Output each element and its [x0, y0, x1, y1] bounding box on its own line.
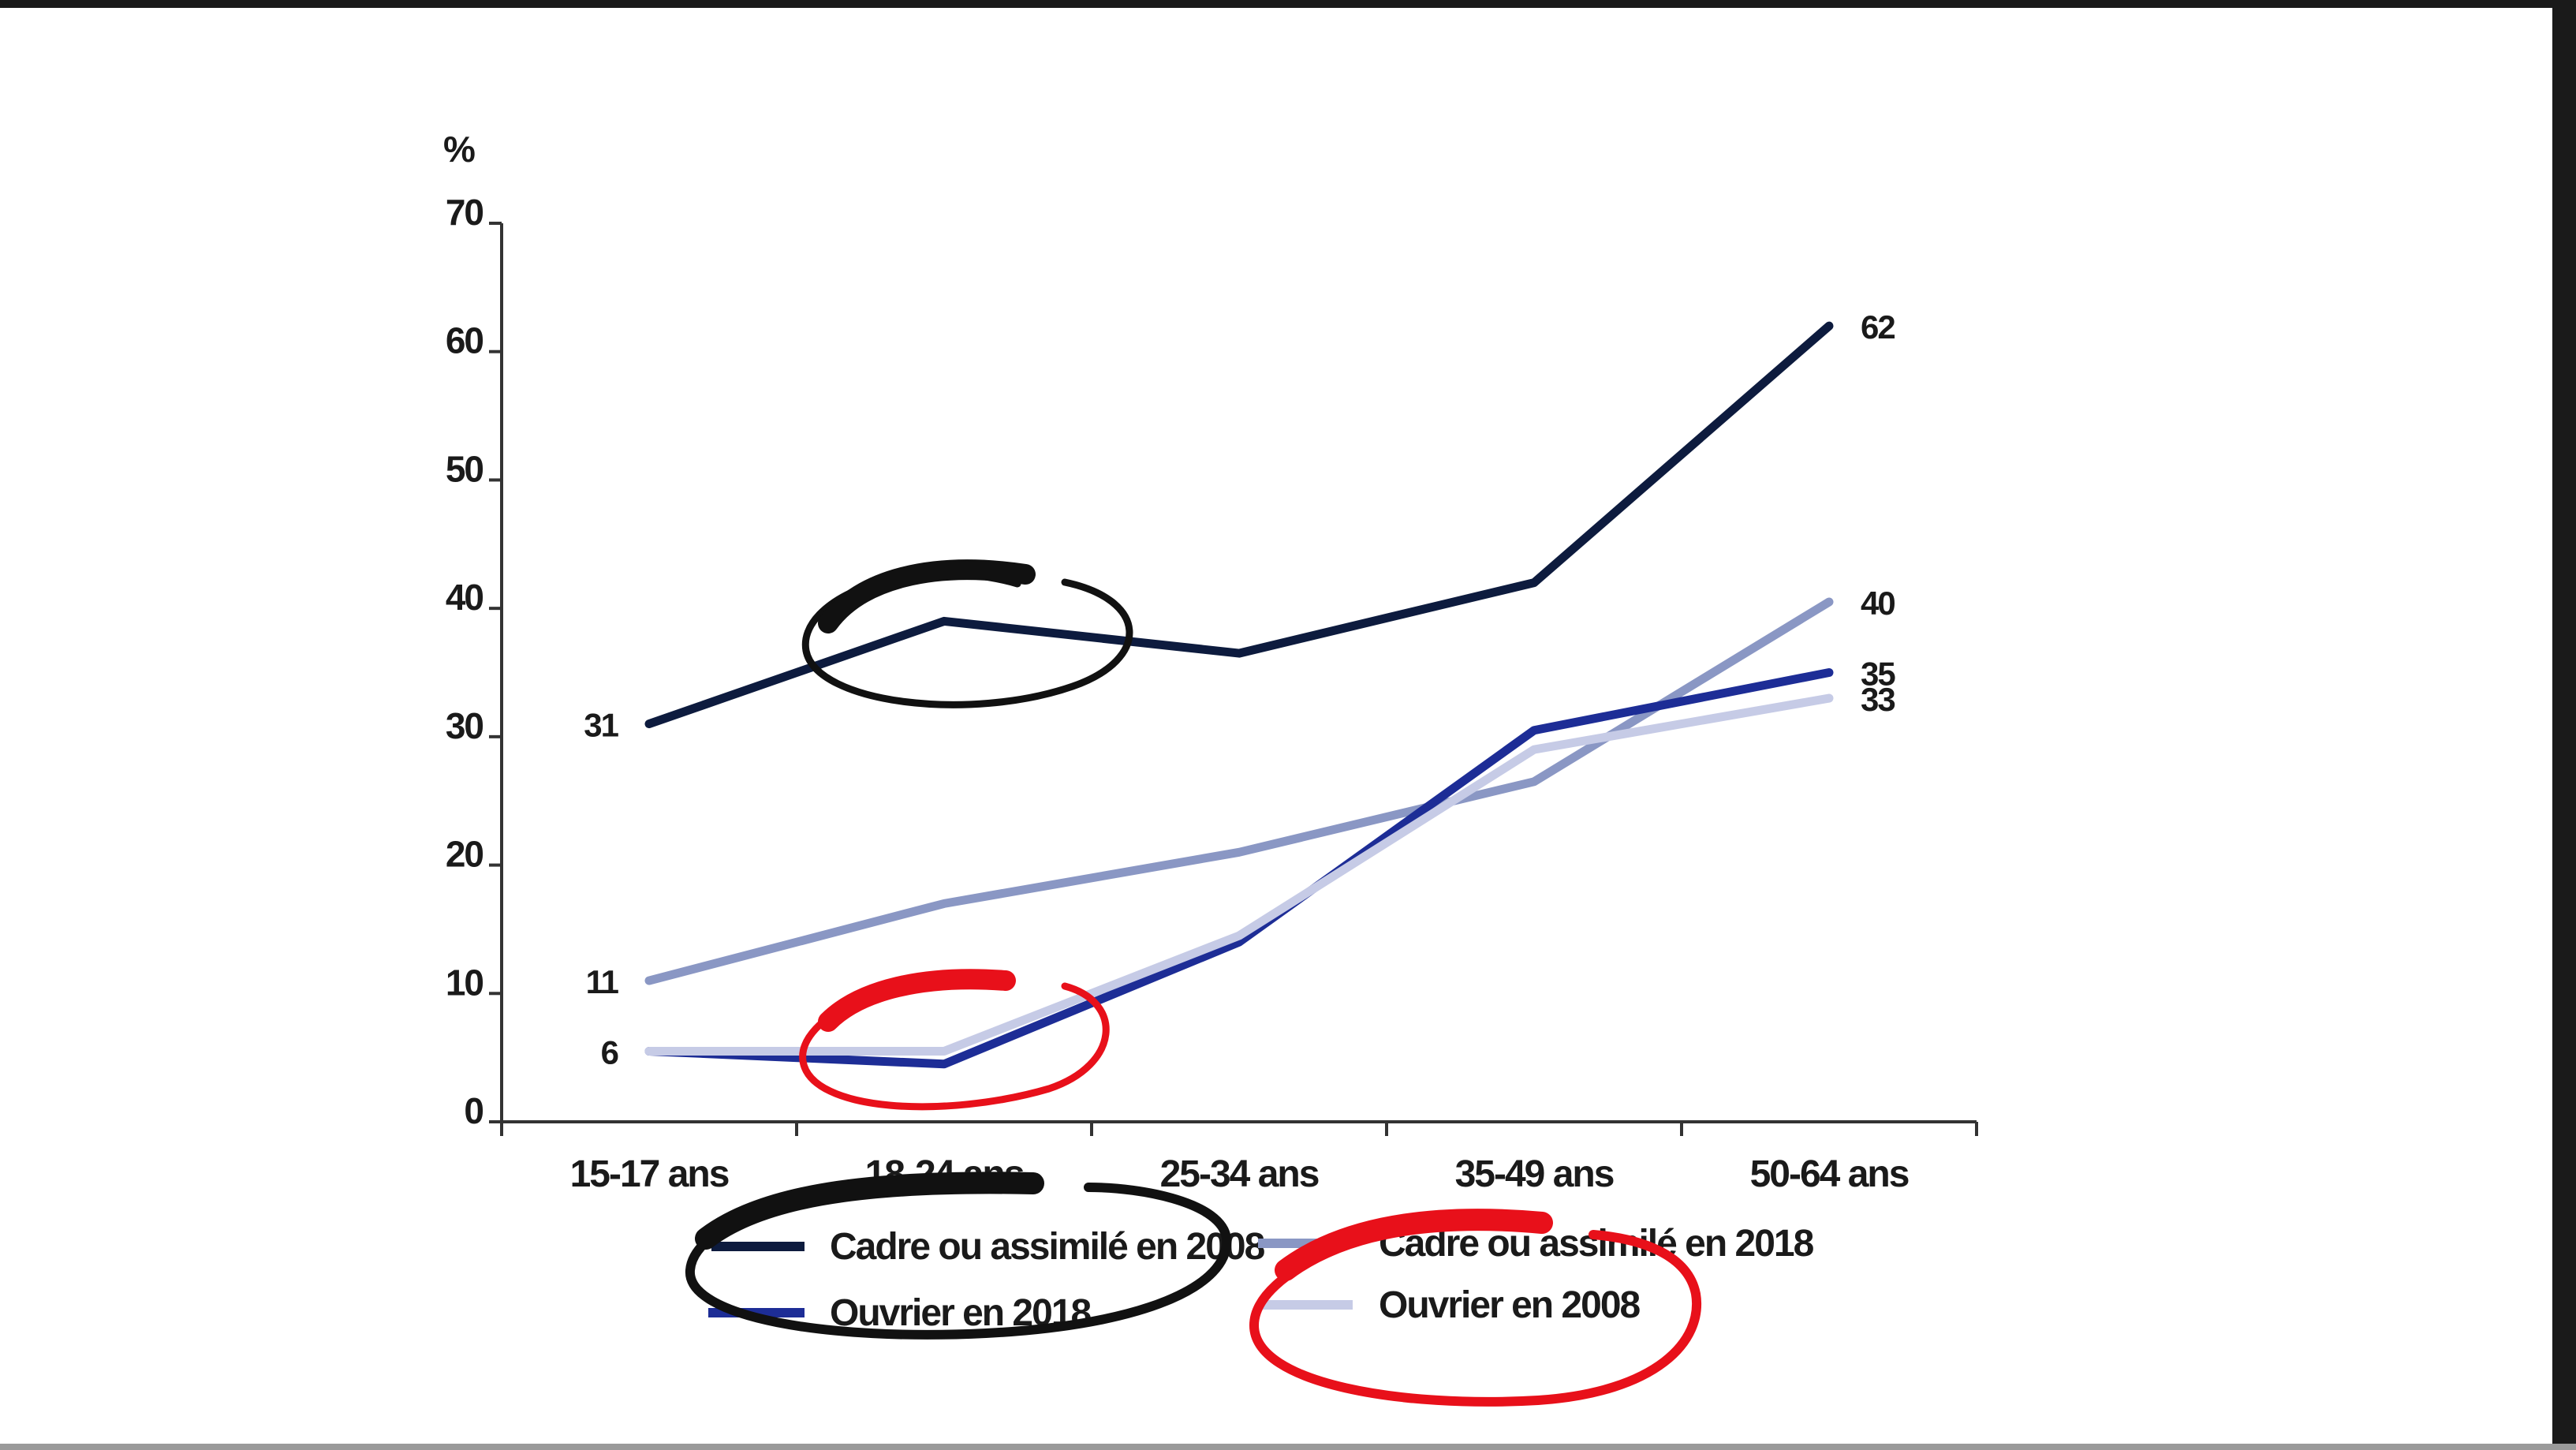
y-tick-label: 70 [446, 192, 483, 233]
y-axis-unit-label: % [443, 129, 476, 170]
x-category-label: 35-49 ans [1455, 1153, 1614, 1195]
y-tick-label: 40 [446, 577, 483, 618]
red-circle-annotation-stroke [818, 969, 1016, 1032]
legend-label: Cadre ou assimilé en 2008 [830, 1226, 1265, 1268]
video-frame-bottom-bar [0, 1444, 2576, 1450]
x-category-label: 25-34 ans [1160, 1153, 1319, 1195]
series-line-1 [644, 321, 1834, 729]
chart-legend: Cadre ou assimilé en 2008 Cadre ou assimi… [708, 1223, 1816, 1334]
series-line-4 [644, 693, 1834, 1056]
x-category-label: 15-17 ans [570, 1153, 729, 1195]
y-tick-label: 60 [446, 320, 483, 361]
data-label: 35 [1861, 656, 1895, 693]
y-tick-label: 50 [446, 448, 483, 489]
data-label: 31 [584, 707, 618, 744]
annotation-marks [799, 559, 1133, 1111]
x-category-label: 50-64 ans [1750, 1153, 1909, 1195]
video-frame-right-bar [2552, 0, 2576, 1450]
video-frame-top-bar [0, 0, 2576, 8]
y-tick-label: 10 [446, 962, 483, 1003]
legend-black-circle-annotation-stroke [695, 1172, 1044, 1250]
series-line-3 [644, 668, 1834, 1069]
data-label: 11 [586, 963, 619, 1000]
data-label: 40 [1861, 585, 1895, 622]
y-tick-label: 0 [464, 1090, 483, 1131]
series-line-2 [644, 597, 1834, 985]
legend-annotation-marks [685, 1172, 1702, 1407]
y-tick-label: 20 [446, 834, 483, 875]
legend-red-circle-annotation-stroke [1275, 1209, 1553, 1281]
data-label: 33 [1861, 681, 1895, 718]
black-circle-annotation-stroke [818, 559, 1036, 633]
data-label: 62 [1861, 308, 1895, 346]
legend-label: Ouvrier en 2008 [1379, 1284, 1641, 1326]
y-tick-label: 30 [446, 705, 483, 746]
data-label: 6 [601, 1034, 618, 1071]
